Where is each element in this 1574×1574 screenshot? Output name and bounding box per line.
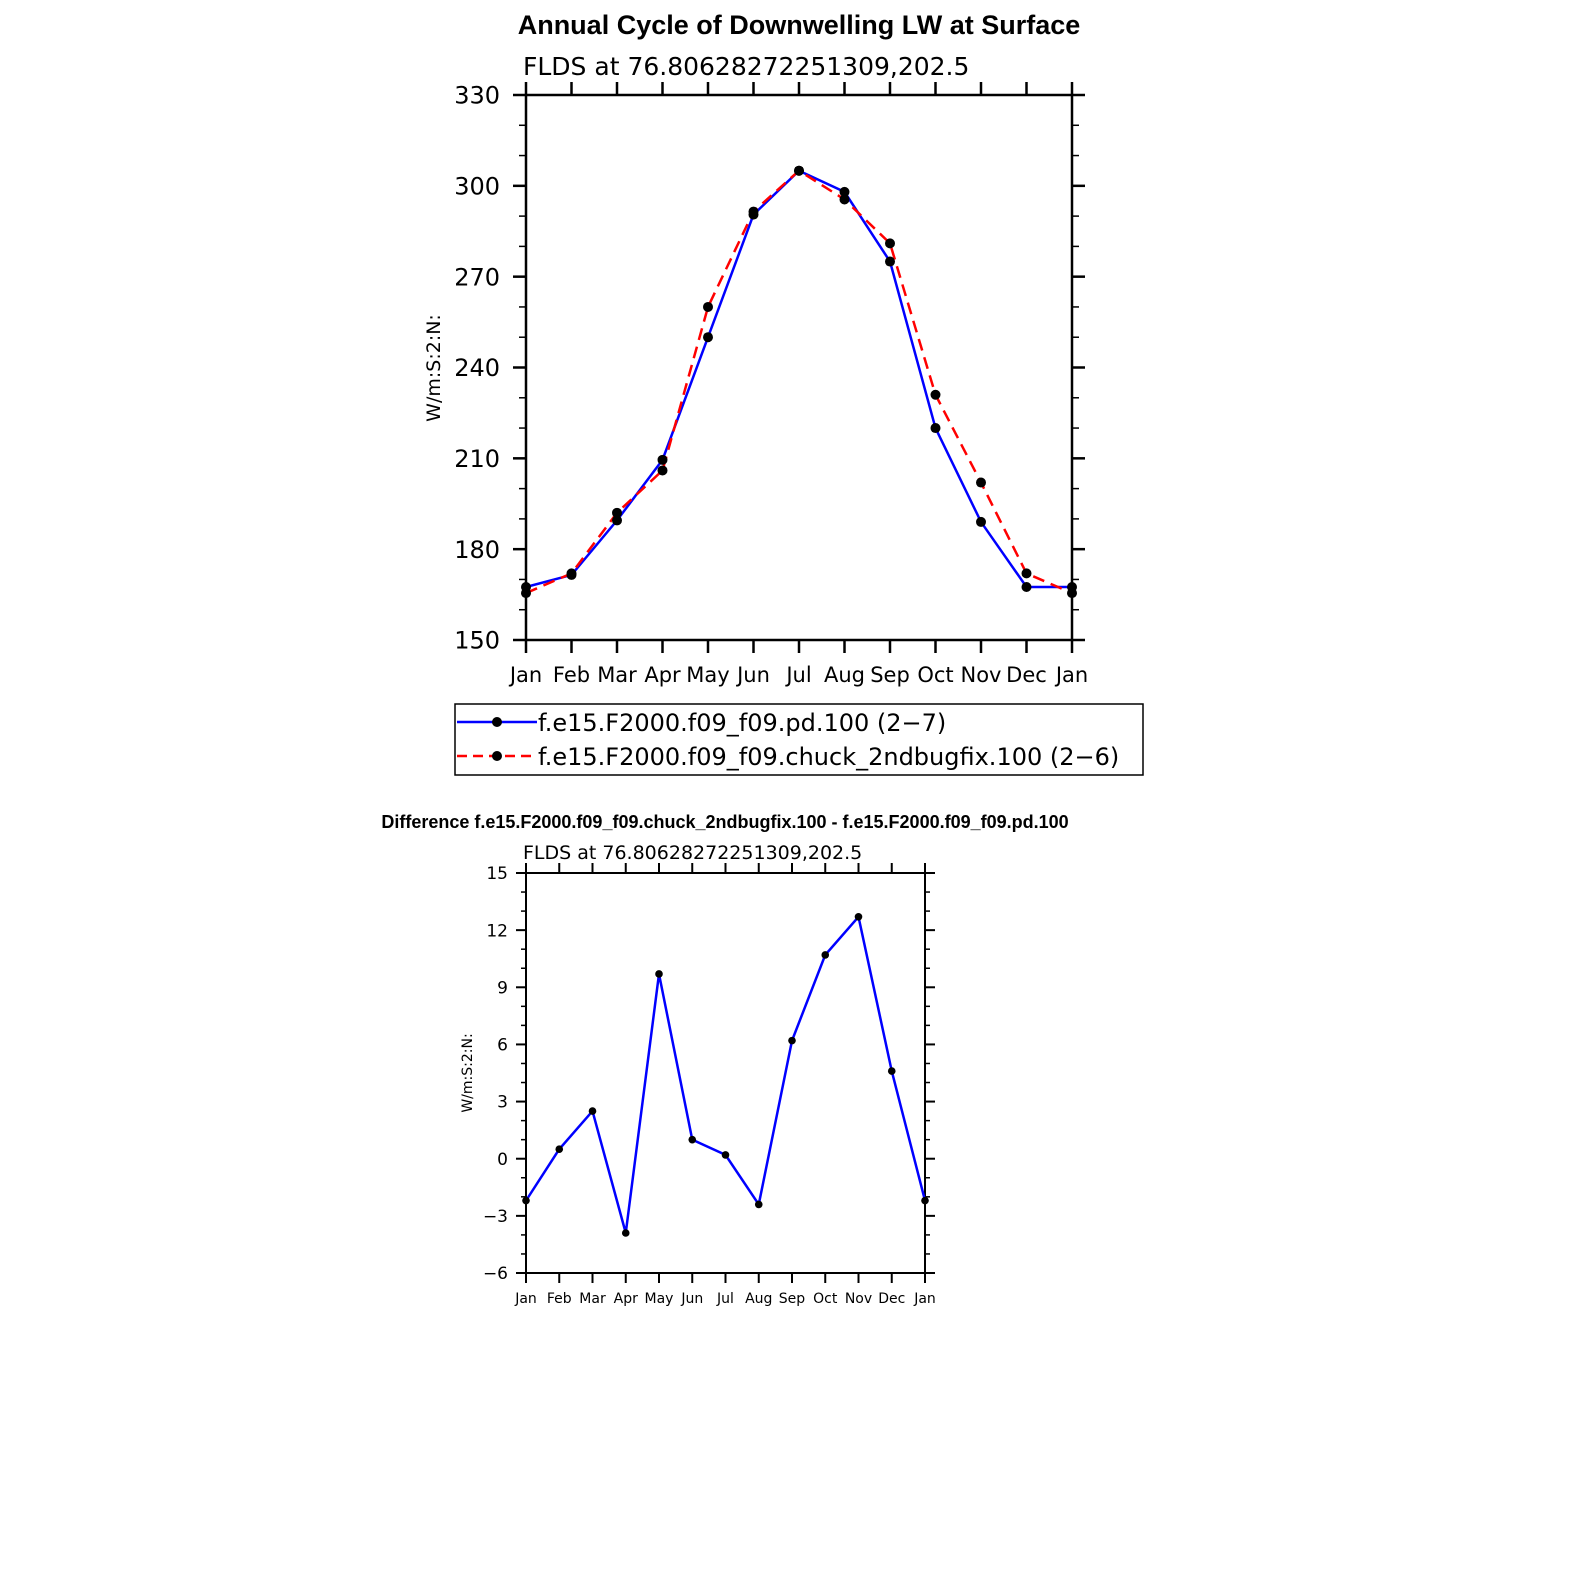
data-point xyxy=(1067,588,1077,599)
data-point xyxy=(930,389,941,400)
y-tick-label: 180 xyxy=(454,536,500,564)
data-point xyxy=(1021,582,1032,593)
y-tick-label: 6 xyxy=(497,1036,508,1056)
y-tick-label: 210 xyxy=(454,445,500,473)
data-point xyxy=(921,1196,929,1205)
data-point xyxy=(930,423,941,434)
chart-subtitle: FLDS at 76.80628272251309,202.5 xyxy=(523,842,862,864)
data-point xyxy=(521,588,531,599)
x-tick-label: Apr xyxy=(644,663,681,687)
chart-title: Annual Cycle of Downwelling LW at Surfac… xyxy=(518,10,1081,40)
data-point xyxy=(788,1036,796,1045)
data-point xyxy=(854,913,863,921)
y-tick-label: 9 xyxy=(497,978,508,998)
legend-marker-series-1 xyxy=(492,717,502,727)
data-point xyxy=(655,970,663,978)
data-point xyxy=(703,301,713,312)
x-tick-label: Jan xyxy=(508,663,542,687)
y-tick-label: −3 xyxy=(483,1207,508,1227)
x-tick-label: Jun xyxy=(680,1291,703,1307)
x-tick-label: Feb xyxy=(547,1291,572,1307)
y-axis-label: W/m:S:2:N: xyxy=(423,314,445,422)
chart-subtitle: FLDS at 76.80628272251309,202.5 xyxy=(523,52,969,81)
y-tick-label: 300 xyxy=(454,172,500,200)
x-tick-label: Sep xyxy=(870,663,910,687)
legend-label-series-2: f.e15.F2000.f09_f09.chuck_2ndbugfix.100 … xyxy=(538,743,1119,771)
y-tick-label: 3 xyxy=(497,1093,508,1113)
y-tick-label: 0 xyxy=(497,1150,508,1170)
x-tick-label: Nov xyxy=(961,663,1002,687)
x-tick-label: Nov xyxy=(845,1291,872,1307)
data-point xyxy=(657,454,668,465)
chart-title: Difference f.e15.F2000.f09_f09.chuck_2nd… xyxy=(381,812,1068,832)
x-tick-label: May xyxy=(686,663,729,687)
y-tick-label: 270 xyxy=(454,263,500,291)
data-point xyxy=(721,1151,730,1159)
data-point xyxy=(748,206,759,217)
data-point xyxy=(976,477,986,488)
data-point xyxy=(703,332,713,343)
difference-chart: Difference f.e15.F2000.f09_f09.chuck_2nd… xyxy=(381,812,1068,1307)
y-tick-label: 150 xyxy=(454,627,500,655)
x-tick-label: May xyxy=(645,1291,674,1307)
data-point xyxy=(754,1200,763,1209)
y-axis-label: W/m:S:2:N: xyxy=(460,1033,476,1112)
data-point xyxy=(887,1067,896,1075)
data-point xyxy=(522,1196,530,1205)
x-tick-label: Dec xyxy=(1006,663,1047,687)
x-tick-label: Oct xyxy=(917,663,953,687)
x-tick-label: Mar xyxy=(597,663,637,687)
data-point xyxy=(794,165,804,176)
y-tick-label: 330 xyxy=(454,82,500,110)
x-tick-label: Jan xyxy=(913,1291,936,1307)
legend-box xyxy=(454,703,1144,776)
data-point xyxy=(612,515,622,526)
data-point xyxy=(839,194,850,205)
data-point xyxy=(588,1107,597,1115)
data-point xyxy=(976,516,986,527)
x-tick-label: Sep xyxy=(779,1291,806,1307)
x-tick-label: Oct xyxy=(813,1291,838,1307)
legend-marker-series-2 xyxy=(492,751,502,761)
data-point xyxy=(821,951,830,959)
data-point xyxy=(566,568,577,579)
y-tick-label: −6 xyxy=(483,1264,508,1284)
x-tick-label: Jul xyxy=(784,663,811,687)
data-point xyxy=(688,1135,697,1144)
y-tick-label: 12 xyxy=(486,921,508,941)
x-tick-label: Feb xyxy=(553,663,590,687)
x-tick-label: Aug xyxy=(745,1291,772,1307)
y-tick-label: 15 xyxy=(486,864,508,884)
data-point xyxy=(839,186,850,197)
data-point xyxy=(657,465,668,476)
data-point xyxy=(1021,568,1032,579)
x-tick-label: Jun xyxy=(735,663,770,687)
data-point xyxy=(885,256,895,267)
series-line-1 xyxy=(524,914,927,1234)
data-point xyxy=(612,507,622,518)
series-line-1 xyxy=(525,169,1072,589)
plot-frame xyxy=(524,93,1074,642)
annual-cycle-chart: Annual Cycle of Downwelling LW at Surfac… xyxy=(423,10,1144,776)
legend: f.e15.F2000.f09_f09.pd.100 (2−7) f.e15.F… xyxy=(454,703,1144,776)
x-tick-label: Apr xyxy=(614,1291,638,1307)
x-tick-label: Aug xyxy=(824,663,865,687)
x-tick-label: Jul xyxy=(716,1291,734,1307)
x-tick-label: Jan xyxy=(1054,663,1088,687)
data-point xyxy=(621,1229,630,1237)
x-tick-label: Dec xyxy=(878,1291,905,1307)
data-point xyxy=(885,238,895,249)
y-tick-label: 240 xyxy=(454,354,500,382)
data-point xyxy=(555,1145,564,1153)
x-tick-label: Jan xyxy=(514,1291,537,1307)
legend-label-series-1: f.e15.F2000.f09_f09.pd.100 (2−7) xyxy=(538,709,946,737)
x-tick-label: Mar xyxy=(579,1291,606,1307)
plot-frame xyxy=(525,872,926,1274)
